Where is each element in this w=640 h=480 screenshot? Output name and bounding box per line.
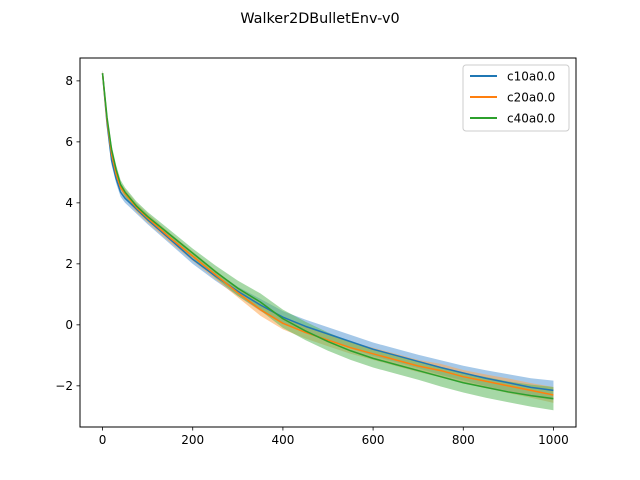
y-tick-label: 8 [65, 74, 73, 88]
line-series-2 [101, 73, 554, 396]
x-tick-label: 200 [181, 433, 204, 447]
legend-label: c40a0.0 [507, 111, 555, 125]
y-tick-label: 4 [65, 196, 73, 210]
y-tick-label: 0 [65, 318, 73, 332]
x-tick-label: 1000 [538, 433, 569, 447]
legend-label: c20a0.0 [507, 90, 555, 104]
x-tick-label: 0 [99, 433, 107, 447]
plot-frame [79, 57, 577, 428]
chart-title: Walker2DBulletEnv-v0 [240, 11, 399, 27]
legend-box [462, 64, 570, 132]
x-axis: 0 200 400 600 800 1000 [99, 427, 569, 447]
legend: c10a0.0 c20a0.0 c40a0.0 [462, 64, 570, 132]
x-tick-label: 400 [271, 433, 294, 447]
y-tick-label: −2 [55, 379, 73, 393]
y-tick-label: 6 [65, 135, 73, 149]
y-axis: −2 0 2 4 6 8 [55, 74, 80, 393]
legend-label: c10a0.0 [507, 69, 555, 83]
y-tick-label: 2 [65, 257, 73, 271]
x-tick-label: 800 [452, 433, 475, 447]
line-series-3 [101, 73, 554, 400]
series-lines [101, 73, 554, 400]
x-tick-label: 600 [362, 433, 385, 447]
